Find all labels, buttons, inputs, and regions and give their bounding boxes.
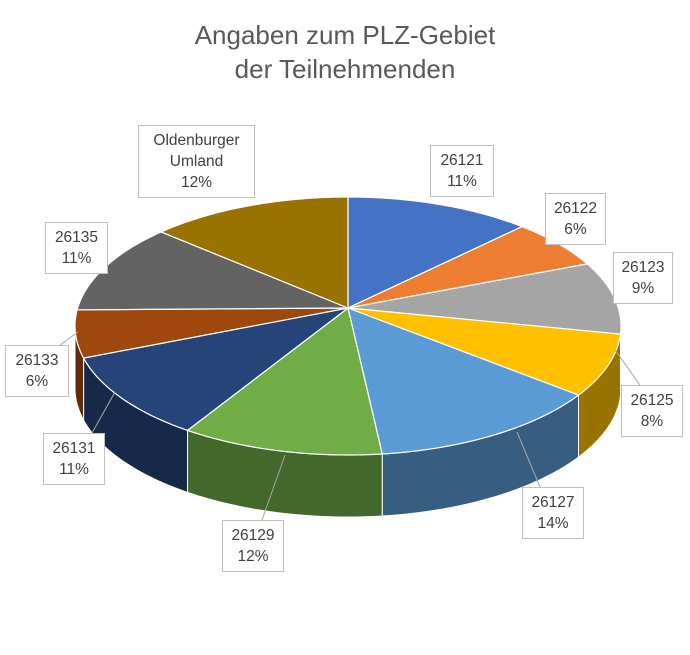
leader-line xyxy=(91,391,116,434)
pie-slice-26129 xyxy=(186,306,383,456)
leader-line xyxy=(261,454,286,521)
data-label-26131: 26131 11% xyxy=(43,433,105,485)
data-label-26121: 26121 11% xyxy=(430,145,494,197)
data-label-26125: 26125 8% xyxy=(621,385,683,437)
data-label-26123: 26123 9% xyxy=(613,252,673,304)
pie-slice-26121 xyxy=(347,196,524,309)
data-label-26133: 26133 6% xyxy=(5,345,69,397)
chart-title: Angaben zum PLZ-Gebiet der Teilnehmenden xyxy=(0,18,690,86)
pie-slice-oldenburger-umland xyxy=(159,196,349,309)
pie-slice-26127 xyxy=(347,307,580,455)
leader-line xyxy=(59,331,79,346)
data-label-oldenburger-umland: Oldenburger Umland 12% xyxy=(138,125,255,198)
leader-line xyxy=(614,349,641,386)
chart-title-line-1: Angaben zum PLZ-Gebiet xyxy=(194,20,496,50)
pie-slice-26125 xyxy=(347,307,622,396)
data-label-26135: 26135 11% xyxy=(45,222,108,274)
data-label-26129: 26129 12% xyxy=(222,520,284,572)
leader-line xyxy=(516,431,541,488)
pie-slice-26131 xyxy=(82,307,349,432)
data-label-26122: 26122 6% xyxy=(545,193,606,245)
data-label-26127: 26127 14% xyxy=(522,487,584,539)
chart-title-line-2: der Teilnehmenden xyxy=(234,54,456,84)
